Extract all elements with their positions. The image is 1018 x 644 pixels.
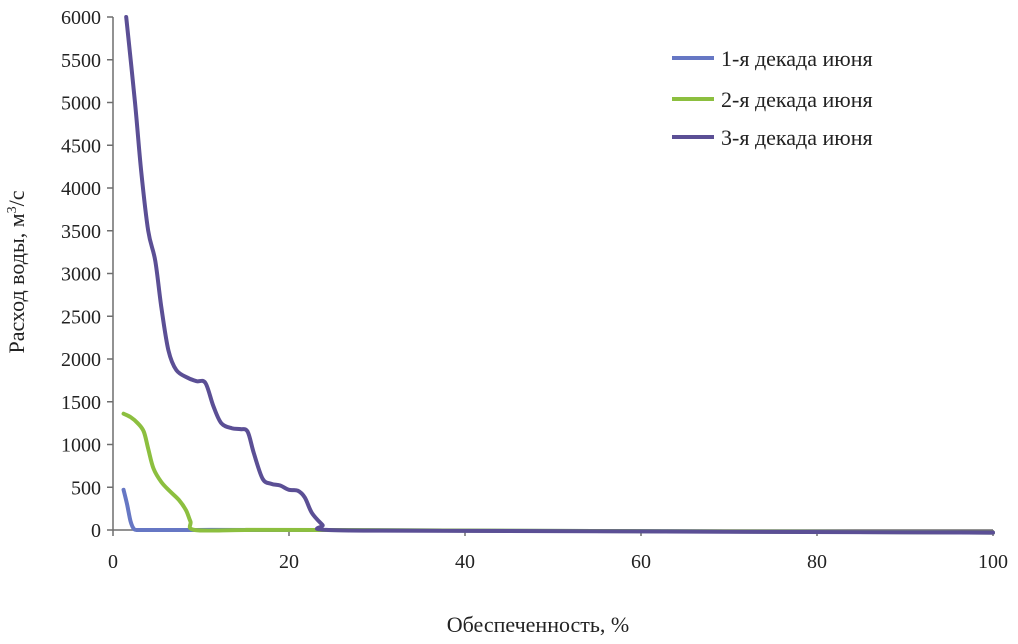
y-axis-title: Расход воды, м3/с [4,190,29,353]
x-tick-label: 60 [631,551,651,573]
x-tick-label: 40 [455,551,475,573]
y-tick-label: 3500 [61,221,101,243]
series-lines [121,15,995,535]
x-tick-label: 0 [108,551,118,573]
y-tick-label: 4000 [61,178,101,200]
y-tick-label: 6000 [61,7,101,29]
y-tick-label: 5500 [61,50,101,72]
y-tick-label: 2000 [61,349,101,371]
x-axis-title: Обеспеченность, % [447,612,630,637]
y-tick-labels: 0 500 1000 1500 2000 2500 3000 3500 4000 4500 5000… [61,7,113,542]
y-tick-label: 1000 [61,435,101,457]
series-line-3 [124,15,995,535]
series-line-2 [121,411,995,535]
x-tick-label: 100 [978,551,1008,573]
legend-label-series-1: 1-я декада июня [721,46,873,71]
y-tick-label: 2500 [61,306,101,328]
x-tick-labels: 0 20 40 60 80 100 [108,530,1008,573]
legend-label-series-3: 3-я декада июня [721,125,873,150]
x-tick-label: 20 [279,551,299,573]
y-tick-label: 3000 [61,264,101,286]
chart-legend: 1-я декада июня 2-я декада июня 3-я дека… [672,46,873,150]
series-line-1 [121,487,995,535]
y-tick-label: 5000 [61,93,101,115]
y-tick-label: 1500 [61,392,101,414]
legend-label-series-2: 2-я декада июня [721,87,873,112]
x-tick-label: 80 [807,551,827,573]
y-tick-label: 500 [71,477,101,499]
y-tick-label: 0 [91,520,101,542]
y-tick-label: 4500 [61,135,101,157]
